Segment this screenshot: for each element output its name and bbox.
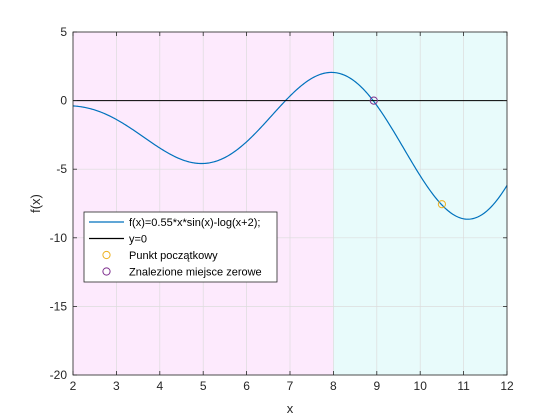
- legend-swatch-start-point: [102, 250, 111, 260]
- legend-entry-start-point: Punkt początkowy: [129, 250, 218, 262]
- x-tick-label: 2: [70, 379, 77, 393]
- x-tick-label: 10: [414, 379, 428, 393]
- x-tick-label: 11: [457, 379, 470, 393]
- function-curve: [72, 71, 508, 220]
- x-tick-label: 5: [200, 379, 207, 393]
- x-axis-label: x: [287, 401, 294, 416]
- y-tick-label: -15: [50, 299, 68, 313]
- x-tick-label: 6: [243, 379, 250, 393]
- legend-swatch-found-root: [102, 267, 111, 276]
- y-tick-label: -10: [50, 231, 68, 245]
- y-tick-label: 0: [60, 94, 67, 108]
- legend-box: [83, 211, 278, 283]
- y-tick-label: -5: [56, 162, 67, 176]
- series-layer: [72, 71, 508, 220]
- found-root-marker: [369, 96, 378, 105]
- x-tick-label: 8: [330, 379, 337, 393]
- y-tick-label: -20: [50, 368, 68, 382]
- x-tick-label: 7: [287, 379, 294, 393]
- x-tick-label: 9: [373, 379, 380, 393]
- x-tick-label: 3: [113, 379, 120, 393]
- tick-labels: 2 3 4 5 6 7 8 9 10 11 12 5 0 -5 -10 -15 -20: [50, 25, 514, 393]
- legend-entry-function: f(x)=0.55*x*sin(x)-log(x+2);: [129, 217, 260, 229]
- legend-entry-zero-line: y=0: [129, 234, 147, 246]
- axes: [72, 31, 508, 376]
- x-tick-label: 12: [500, 379, 514, 393]
- legend-entry-found-root: Znalezione miejsce zerowe: [129, 267, 262, 279]
- start-point-marker: [437, 200, 446, 209]
- y-axis-label: f(x): [28, 194, 43, 213]
- legend: f(x)=0.55*x*sin(x)-log(x+2); y=0 Punkt p…: [83, 211, 278, 283]
- y-tick-label: 5: [60, 25, 67, 39]
- x-tick-label: 4: [156, 379, 163, 393]
